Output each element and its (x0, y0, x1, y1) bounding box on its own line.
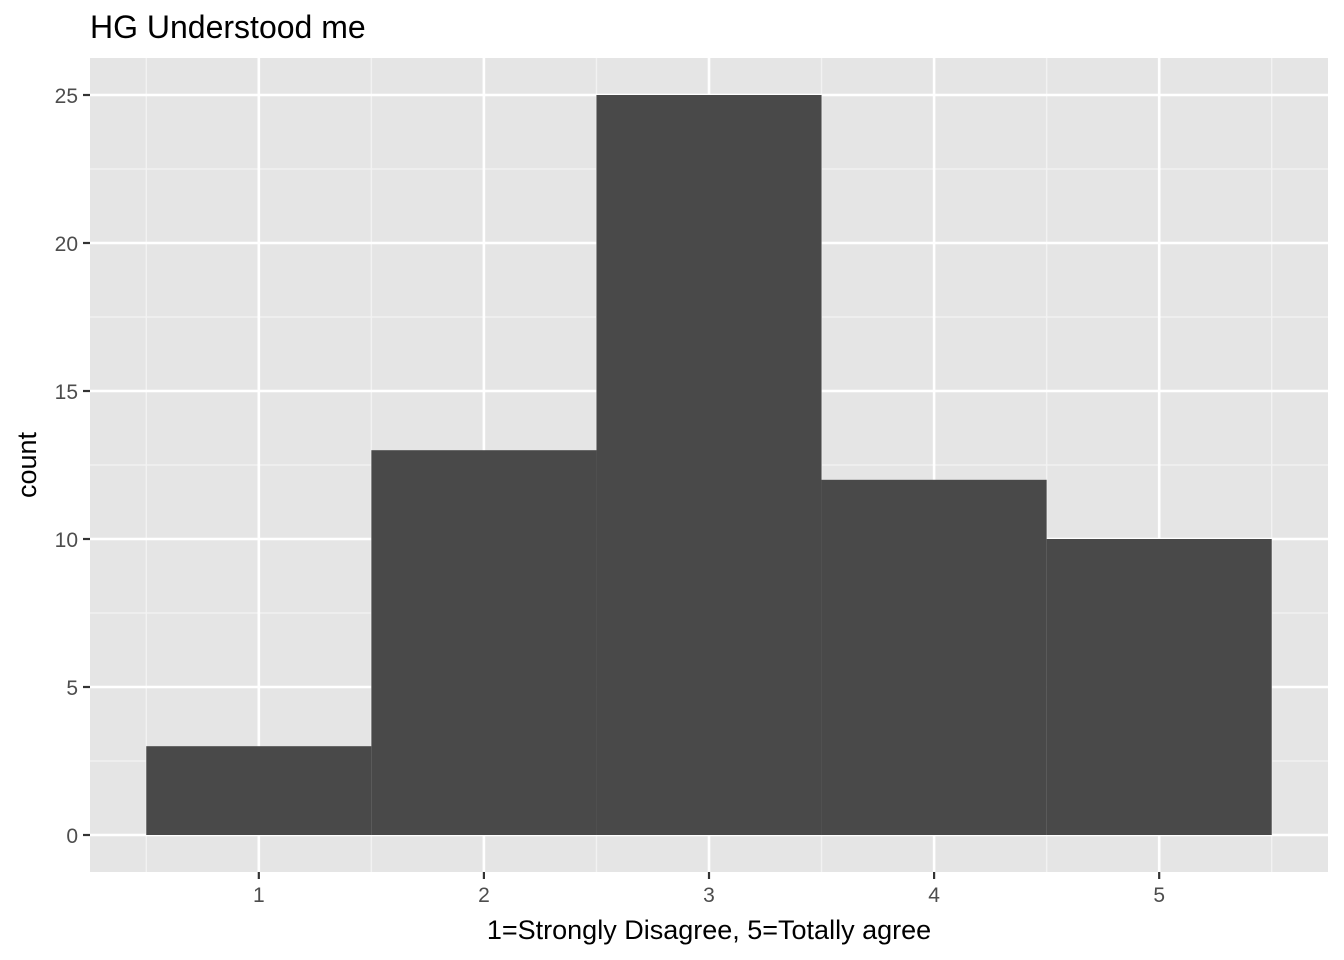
bar-4 (821, 479, 1047, 835)
bar-5 (1046, 539, 1272, 835)
x-tick-label: 4 (928, 884, 940, 907)
x-tick-label: 5 (1153, 884, 1165, 907)
x-tick-label: 3 (703, 884, 715, 907)
y-tick-label: 5 (66, 677, 78, 700)
y-tick-label: 0 (66, 825, 78, 848)
x-axis: 1 2 3 4 5 (253, 872, 1165, 907)
bars (146, 95, 1272, 835)
y-axis: 0 5 10 15 20 25 (55, 85, 90, 848)
y-axis-label: count (12, 431, 42, 498)
bar-2 (371, 450, 597, 835)
x-axis-label: 1=Strongly Disagree, 5=Totally agree (487, 915, 931, 945)
y-tick-label: 15 (55, 381, 78, 404)
bar-1 (146, 746, 372, 835)
y-tick-label: 25 (55, 85, 78, 108)
y-tick-label: 20 (55, 233, 78, 256)
chart-title: HG Understood me (90, 9, 366, 45)
bar-3 (596, 95, 822, 835)
y-tick-label: 10 (55, 529, 78, 552)
x-tick-label: 1 (253, 884, 265, 907)
x-tick-label: 2 (478, 884, 490, 907)
